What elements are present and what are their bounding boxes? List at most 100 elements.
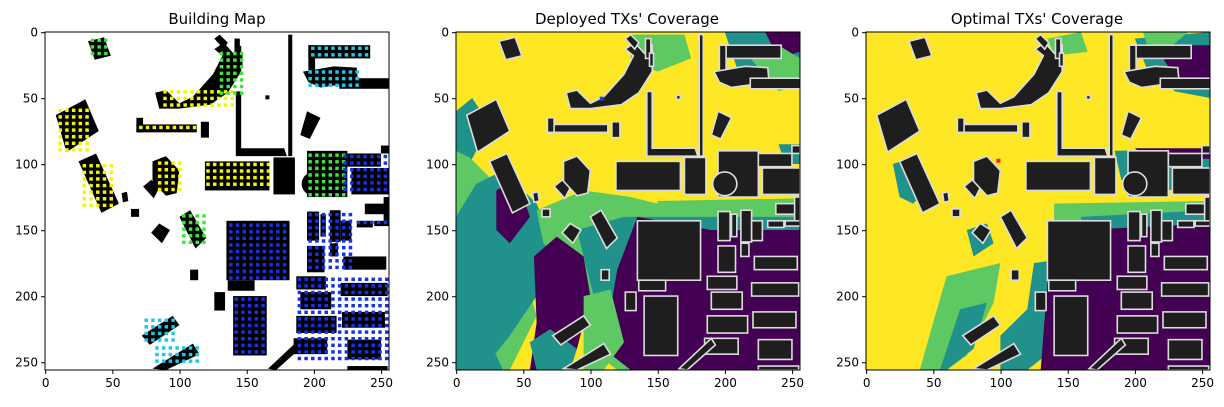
- grid-dot: [297, 303, 302, 308]
- grid-dot: [297, 330, 302, 334]
- grid-dot: [370, 167, 374, 172]
- axis-ticks: 0 50 100 150 200 250 0 50 100 150 200 250: [426, 26, 804, 390]
- grid-dot: [328, 193, 333, 197]
- grid-dot: [58, 148, 62, 152]
- grid-dot: [383, 187, 388, 192]
- grid-dot: [161, 346, 166, 350]
- grid-dot: [144, 331, 148, 336]
- grid-dot: [169, 96, 174, 101]
- grid-dot: [90, 38, 95, 43]
- grid-dot: [176, 103, 181, 107]
- grid-dot: [233, 65, 237, 69]
- grid-dot: [348, 70, 353, 74]
- grid-dot: [82, 164, 87, 168]
- grid-dot: [311, 290, 315, 295]
- grid-dot: [308, 173, 312, 177]
- x-tick-label: 250: [1191, 376, 1214, 390]
- grid-dot: [331, 336, 335, 341]
- grid-dot: [328, 76, 333, 81]
- grid-dot: [239, 91, 244, 95]
- grid-dot: [297, 284, 302, 288]
- grid-dot: [358, 303, 362, 308]
- grid-dot: [335, 265, 339, 270]
- grid-dot: [315, 193, 319, 197]
- grid-dot: [358, 290, 362, 295]
- grid-dot: [226, 65, 230, 69]
- grid-dot: [344, 284, 349, 288]
- grid-dot: [311, 336, 315, 341]
- grid-dot: [344, 330, 349, 334]
- x-tick-label: 200: [1124, 376, 1147, 390]
- grid-dot: [335, 70, 339, 74]
- grid-dot: [242, 249, 247, 254]
- grid-dot: [109, 183, 113, 188]
- grid-dot: [355, 76, 359, 81]
- grid-dot: [164, 161, 169, 165]
- grid-dot: [234, 317, 238, 321]
- grid-dot: [363, 154, 367, 159]
- grid-dot: [206, 169, 210, 173]
- grid-dot: [164, 167, 169, 172]
- grid-dot: [206, 162, 210, 167]
- grid-dot: [233, 51, 237, 56]
- grid-dot: [171, 325, 175, 329]
- grid-dot: [241, 303, 245, 308]
- grid-dot: [308, 186, 312, 190]
- grid-dot: [315, 166, 319, 171]
- grid-dot: [317, 46, 322, 50]
- grid-dot: [196, 103, 201, 107]
- grid-dot: [96, 177, 100, 181]
- grid-dot: [315, 265, 319, 270]
- grid-dot: [351, 310, 355, 315]
- grid-dot: [337, 297, 342, 301]
- grid-dot: [297, 343, 302, 348]
- grid-dot: [384, 343, 389, 348]
- grid-dot: [171, 181, 175, 185]
- grid-dot: [343, 161, 347, 165]
- grid-dot: [364, 356, 369, 361]
- grid-dot: [202, 227, 206, 231]
- grid-dot: [328, 166, 333, 171]
- grid-dot: [247, 310, 252, 315]
- grid-dot: [358, 53, 362, 57]
- grid-dot: [321, 232, 326, 237]
- grid-dot: [350, 187, 354, 192]
- grid-dot: [371, 330, 376, 334]
- grid-dot: [65, 121, 69, 126]
- grid-dot: [376, 187, 381, 192]
- grid-dot: [282, 263, 287, 267]
- grid-dot: [235, 263, 240, 267]
- grid-dot: [234, 343, 238, 348]
- grid-dot: [85, 134, 89, 139]
- y-tick-label: 200: [426, 290, 449, 304]
- grid-dot: [341, 226, 346, 230]
- grid-dot: [344, 323, 349, 328]
- grid-dot: [317, 303, 322, 308]
- grid-dot: [219, 78, 224, 82]
- grid-dot: [266, 169, 271, 173]
- grid-dot: [328, 239, 333, 243]
- grid-dot: [202, 240, 206, 245]
- grid-dot: [311, 46, 315, 50]
- grid-dot: [304, 284, 308, 288]
- grid-dot: [241, 297, 245, 301]
- grid-dot: [351, 323, 355, 328]
- grid-dot: [210, 103, 214, 107]
- grid-dot: [297, 350, 302, 354]
- grid-dot: [89, 203, 93, 208]
- grid-dot: [321, 83, 326, 87]
- grid-dot: [378, 343, 382, 348]
- grid-dot: [384, 297, 389, 301]
- grid-dot: [321, 212, 326, 217]
- grid-dot: [350, 154, 354, 159]
- grid-dot: [328, 212, 333, 217]
- grid-dot: [71, 115, 76, 119]
- grid-dot: [282, 236, 287, 241]
- grid-dot: [226, 51, 230, 56]
- y-tick-label: 0: [441, 26, 449, 40]
- grid-dot: [311, 284, 315, 288]
- grid-dot: [308, 193, 312, 197]
- grid-dot: [364, 277, 369, 282]
- grid-dot: [335, 226, 339, 230]
- grid-dot: [171, 167, 175, 172]
